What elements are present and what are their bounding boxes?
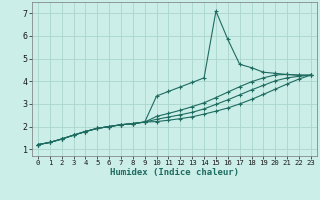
- X-axis label: Humidex (Indice chaleur): Humidex (Indice chaleur): [110, 168, 239, 177]
